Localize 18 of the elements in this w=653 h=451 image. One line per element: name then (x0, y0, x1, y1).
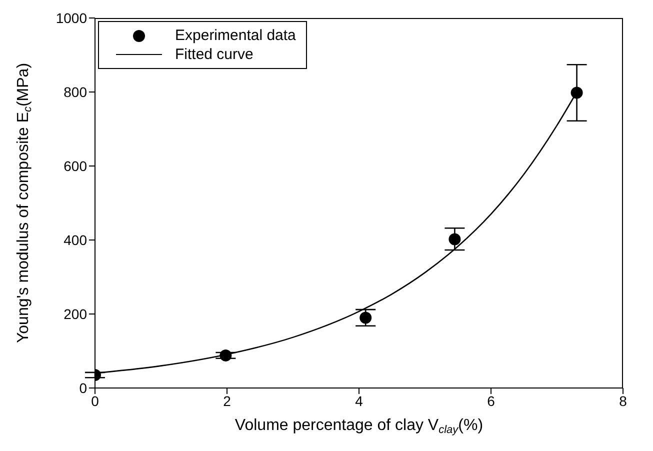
point (448, 233, 461, 246)
x-tick-label: 0 (91, 392, 100, 409)
point (360, 312, 372, 324)
legend-label: Fitted curve (175, 46, 254, 63)
legend-label: Experimental data (175, 27, 296, 44)
point (220, 349, 232, 362)
x-tick-label: 8 (619, 392, 628, 409)
y-tick-label: 200 (64, 306, 88, 322)
x-axis-title: Volume percentage of clay V$_{clay}$(%) (234, 417, 484, 436)
x-tick-label: 6 (487, 392, 496, 409)
y-tick-label: 0 (79, 380, 88, 396)
point (570, 86, 583, 99)
y-tick-label: 1000 (56, 10, 88, 26)
x-tick-label: 2 (223, 392, 232, 409)
y-tick-label: 800 (64, 84, 88, 100)
y-tick-label: 400 (64, 232, 88, 248)
x-tick-label: 4 (355, 392, 364, 409)
y-tick-label: 600 (64, 158, 88, 174)
